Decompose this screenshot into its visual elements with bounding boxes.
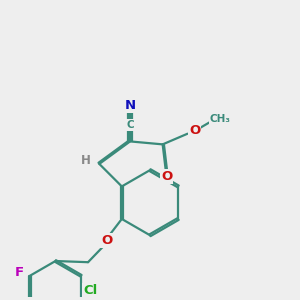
Text: N: N bbox=[124, 99, 136, 112]
Text: O: O bbox=[189, 124, 200, 137]
Text: H: H bbox=[81, 154, 91, 167]
Text: O: O bbox=[101, 234, 112, 247]
Text: C: C bbox=[126, 120, 134, 130]
Text: CH₃: CH₃ bbox=[210, 114, 231, 124]
Text: F: F bbox=[15, 266, 24, 279]
Text: O: O bbox=[161, 170, 172, 183]
Text: Cl: Cl bbox=[83, 284, 97, 297]
